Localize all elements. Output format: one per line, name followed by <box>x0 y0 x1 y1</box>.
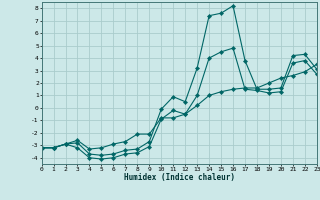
X-axis label: Humidex (Indice chaleur): Humidex (Indice chaleur) <box>124 173 235 182</box>
